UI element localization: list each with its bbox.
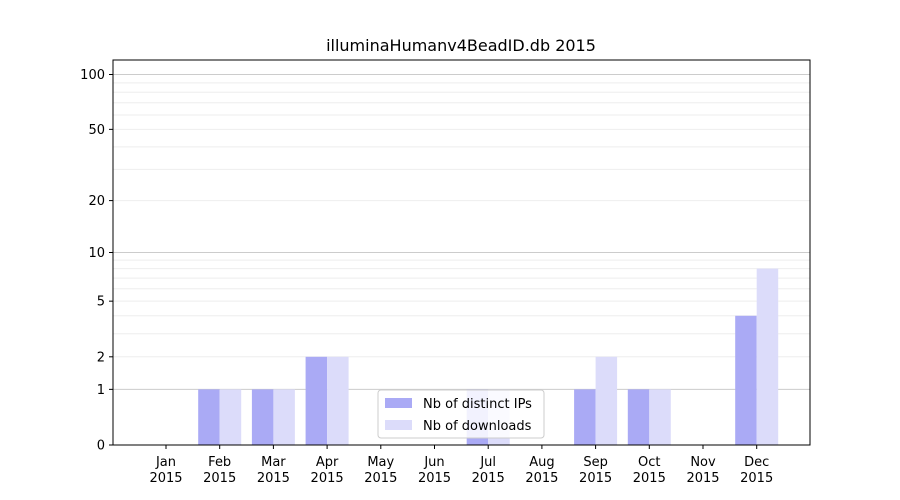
y-tick-label: 5 [97,295,105,310]
bar-distinct-ips [574,389,596,445]
bar-downloads [327,356,349,445]
y-tick-label: 100 [80,68,105,83]
x-tick-label-year: 2015 [418,471,451,486]
x-tick-label-month: Jul [479,455,496,470]
x-tick-label-month: Feb [208,455,231,470]
legend-label: Nb of distinct IPs [423,397,532,412]
x-tick-label-year: 2015 [311,471,344,486]
x-tick-label-year: 2015 [203,471,236,486]
bar-distinct-ips [305,356,328,445]
bar-distinct-ips [251,389,274,445]
bar-downloads [595,356,618,445]
x-tick-label-month: Apr [316,455,339,470]
y-tick-label: 0 [97,439,105,454]
y-tick-label: 1 [97,383,105,398]
x-tick-label-month: Jan [155,455,176,470]
x-tick-label-year: 2015 [686,471,719,486]
legend-box [377,389,545,439]
bar-distinct-ips [735,315,757,445]
x-tick-label-month: Aug [529,455,554,470]
x-tick-label-month: May [367,455,394,470]
y-tick-label: 50 [88,123,105,138]
legend-label: Nb of downloads [423,419,532,434]
bar-distinct-ips [198,389,220,445]
legend-swatch [385,398,412,408]
y-tick-label: 10 [88,246,105,261]
x-tick-label-month: Nov [690,455,716,470]
x-tick-label-year: 2015 [472,471,505,486]
chart-title: illuminaHumanv4BeadID.db 2015 [326,36,596,55]
x-tick-label-year: 2015 [633,471,666,486]
x-tick-label-year: 2015 [740,471,773,486]
legend: Nb of distinct IPs Nb of downloads [377,389,545,439]
bar-downloads [219,389,242,445]
bar-downloads [273,389,295,445]
x-tick-label-year: 2015 [525,471,558,486]
x-tick-label-year: 2015 [579,471,612,486]
legend-swatch [385,420,412,430]
x-tick-label-month: Oct [638,455,660,470]
x-tick-label-month: Sep [583,455,608,470]
x-axis: Jan2015Feb2015Mar2015Apr2015May2015Jun20… [149,445,773,486]
bar-downloads [649,389,671,445]
x-tick-label-year: 2015 [364,471,397,486]
x-tick-label-year: 2015 [257,471,290,486]
x-tick-label-month: Mar [261,455,286,470]
y-axis: 0 1 2 5 10 20 50 100 [80,68,113,454]
x-tick-label-month: Jun [423,455,444,470]
bar-downloads [756,268,779,445]
y-tick-label: 2 [97,350,105,365]
x-tick-label-month: Dec [744,455,769,470]
x-tick-label-year: 2015 [149,471,182,486]
grid-lines [113,74,810,390]
y-tick-label: 20 [88,194,105,209]
bar-distinct-ips [627,389,650,445]
